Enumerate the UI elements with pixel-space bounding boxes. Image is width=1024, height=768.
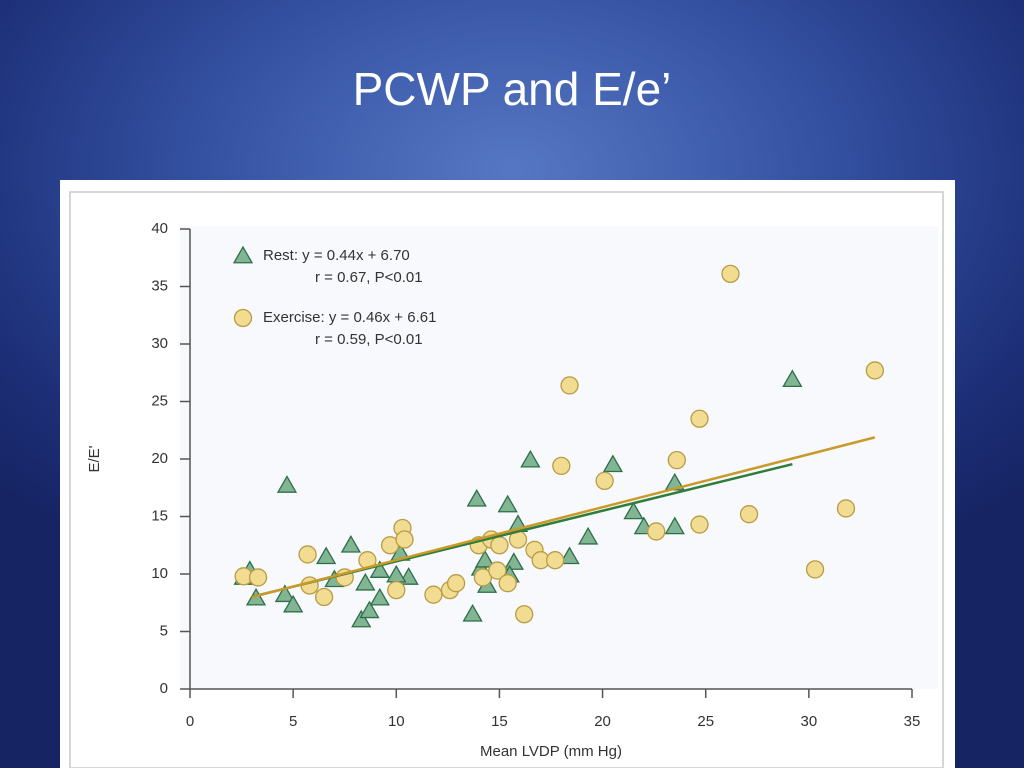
triangle-marker — [283, 594, 304, 613]
triangle-marker — [602, 454, 624, 473]
legend-label: Rest: y = 0.44x + 6.70 — [263, 247, 410, 264]
triangle-marker — [276, 475, 298, 493]
y-tick-label: 35 — [151, 277, 168, 294]
x-tick-label: 30 — [801, 713, 818, 730]
triangle-marker — [503, 552, 524, 570]
circle-marker — [552, 456, 571, 476]
triangle-marker — [340, 534, 362, 553]
circle-marker — [595, 471, 614, 491]
triangle-marker — [466, 488, 487, 507]
x-tick-label: 35 — [904, 713, 921, 730]
fit-line — [251, 436, 876, 599]
legend-stats: r = 0.59, P<0.01 — [315, 331, 423, 348]
circle-marker — [647, 522, 666, 541]
legend-marker — [232, 245, 254, 264]
x-tick-label: 20 — [594, 713, 611, 730]
triangle-marker — [520, 449, 541, 468]
circle-marker — [545, 551, 565, 570]
legend-marker — [233, 308, 253, 328]
panel-frame — [69, 191, 944, 768]
circle-marker — [248, 568, 268, 587]
circle-marker — [446, 574, 466, 593]
y-tick-label: 20 — [151, 450, 168, 467]
y-tick-label: 30 — [151, 335, 168, 352]
y-axis-label: E/E' — [86, 445, 103, 472]
triangle-marker — [782, 369, 803, 388]
circle-marker — [865, 361, 885, 380]
circle-marker — [424, 585, 443, 604]
circle-marker — [488, 561, 507, 580]
circle-marker — [690, 409, 709, 428]
triangle-marker — [369, 587, 390, 606]
triangle-marker — [497, 494, 518, 513]
x-tick-label: 5 — [289, 713, 297, 730]
circle-marker — [739, 505, 759, 524]
triangle-marker — [316, 546, 337, 565]
triangle-marker — [578, 526, 599, 545]
triangle-marker — [474, 549, 496, 568]
circle-marker — [667, 450, 686, 470]
slide-title: PCWP and E/e’ — [352, 63, 672, 115]
triangle-marker — [559, 546, 580, 565]
x-tick-label: 25 — [697, 713, 714, 730]
circle-marker — [560, 376, 579, 395]
triangle-marker — [369, 560, 390, 578]
triangle-marker — [359, 600, 380, 619]
legend-stats: r = 0.67, P<0.01 — [315, 269, 423, 286]
y-tick-label: 0 — [160, 680, 168, 697]
circle-marker — [721, 264, 740, 284]
circle-marker — [515, 605, 534, 624]
triangle-marker — [462, 603, 483, 622]
circle-marker — [498, 574, 517, 593]
y-tick-label: 25 — [151, 392, 168, 409]
y-tick-label: 15 — [151, 507, 168, 524]
triangle-marker — [274, 584, 296, 603]
legend-label: Exercise: y = 0.46x + 6.61 — [263, 309, 436, 326]
circle-marker — [314, 587, 334, 607]
circle-marker — [690, 515, 709, 534]
circle-marker — [298, 545, 317, 564]
x-axis-label: Mean LVDP (mm Hg) — [480, 743, 622, 760]
triangle-marker — [351, 609, 372, 628]
circle-marker — [490, 536, 509, 555]
triangle-marker — [664, 516, 685, 535]
circle-marker — [387, 580, 406, 600]
y-tick-label: 10 — [151, 565, 168, 582]
x-tick-label: 0 — [186, 713, 194, 730]
circle-marker — [395, 530, 414, 549]
y-tick-label: 5 — [160, 622, 168, 639]
triangle-marker — [355, 572, 376, 591]
x-tick-label: 10 — [388, 713, 405, 730]
y-tick-label: 40 — [151, 220, 168, 237]
circle-marker — [836, 499, 856, 518]
triangle-marker — [623, 501, 644, 520]
circle-marker — [805, 560, 825, 579]
x-tick-label: 15 — [491, 713, 508, 730]
